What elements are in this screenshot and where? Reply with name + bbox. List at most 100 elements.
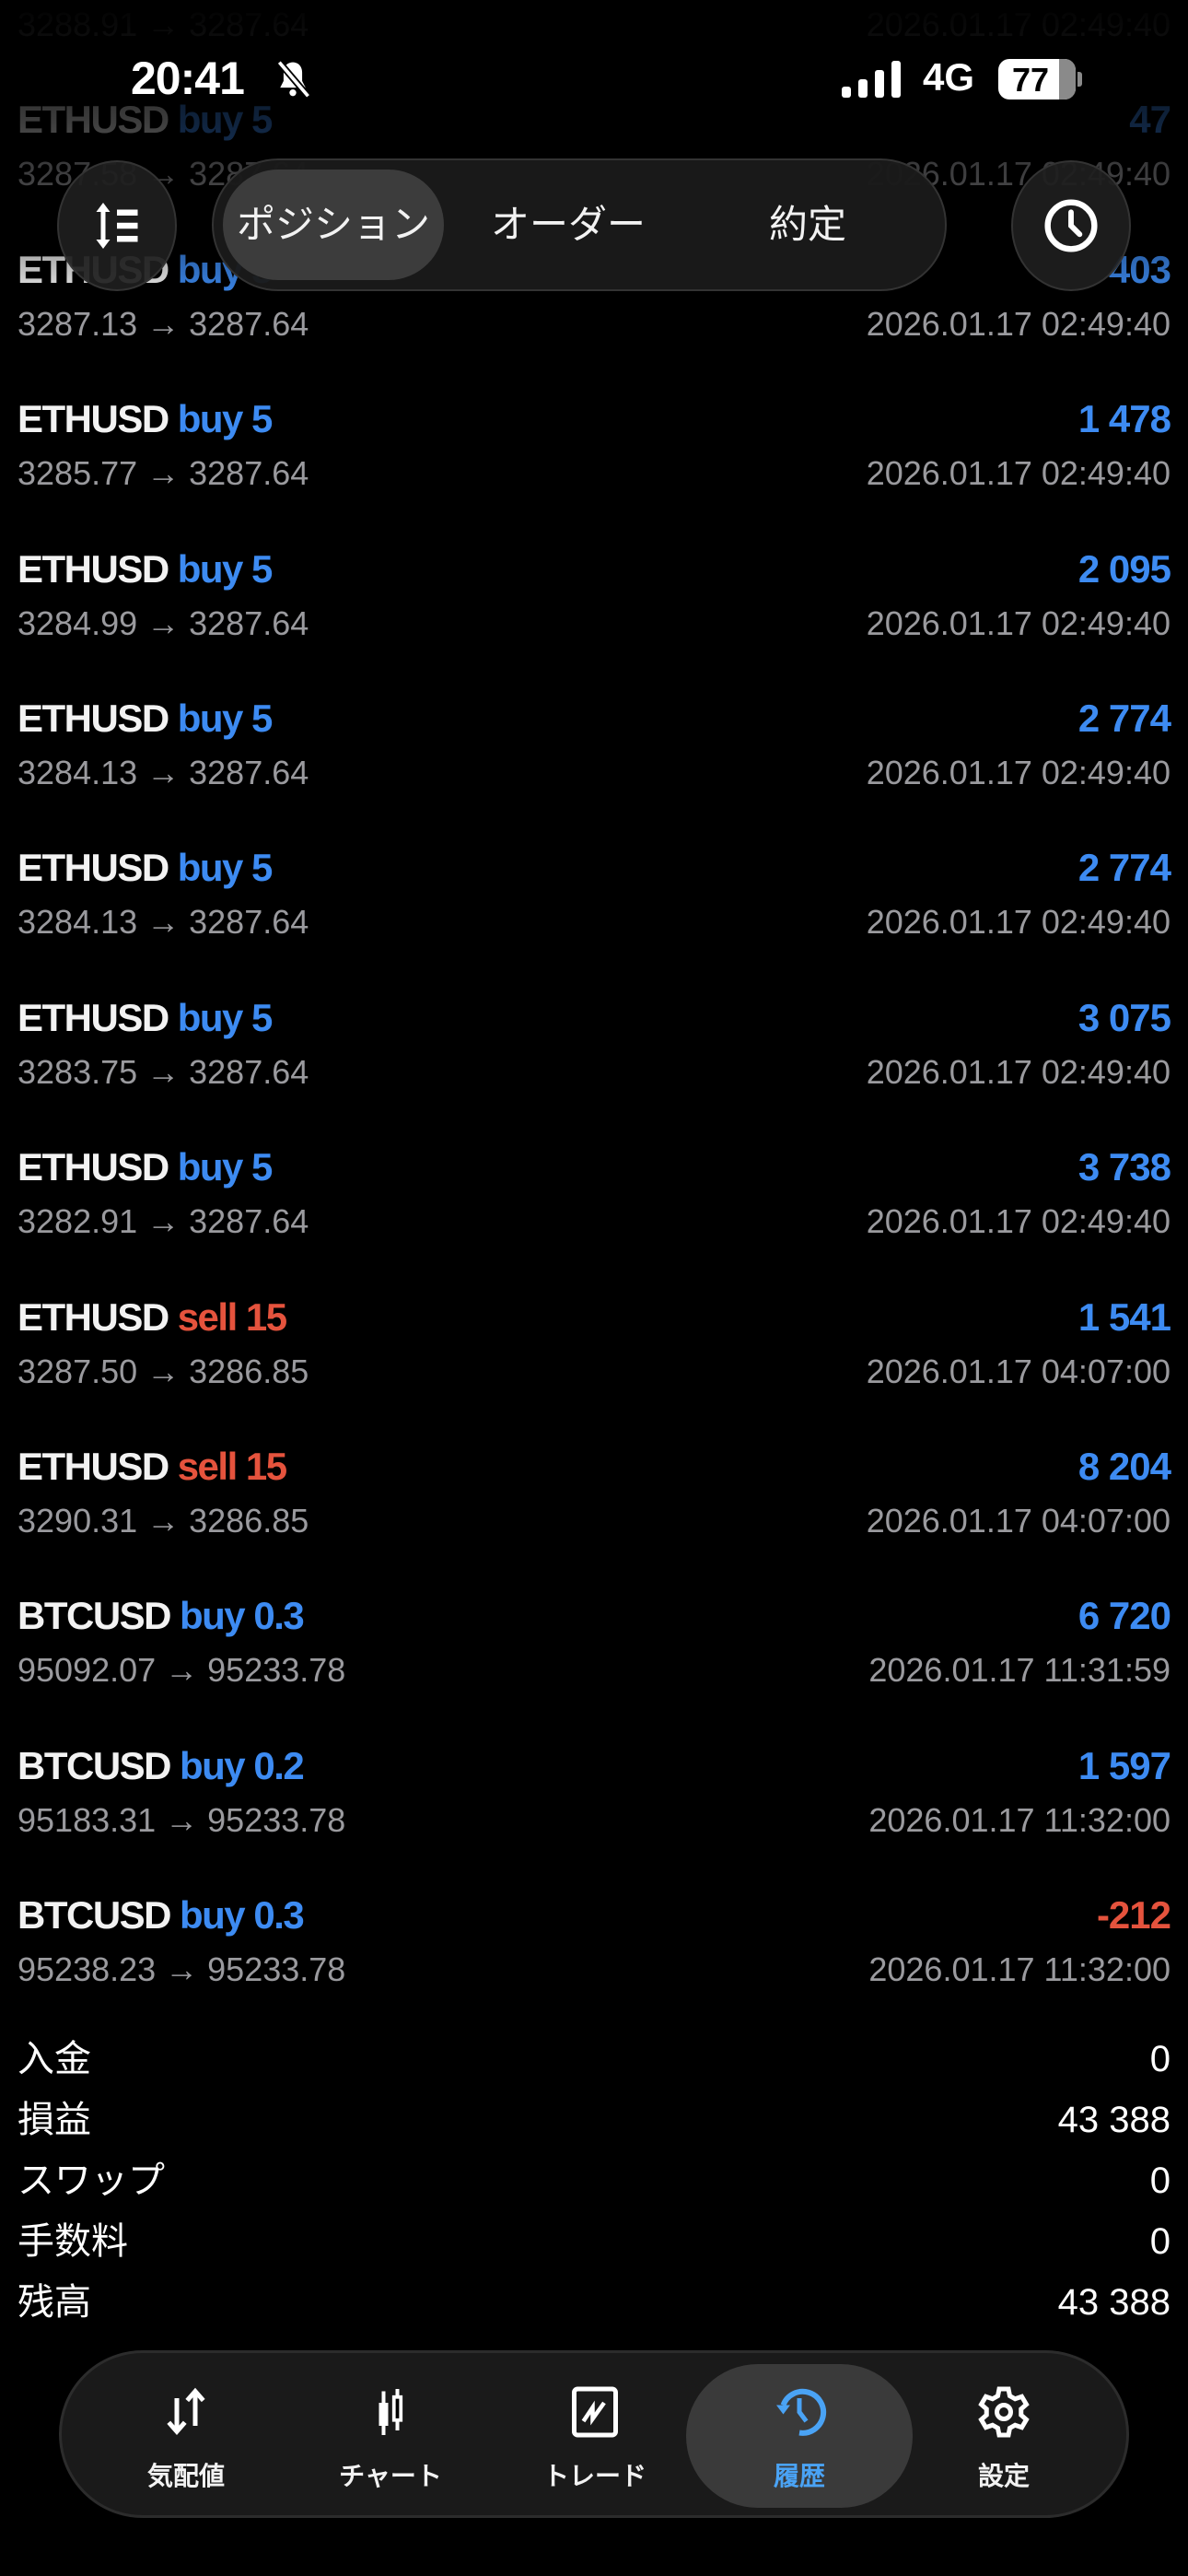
deal-side-volume: buy 5 [177, 846, 274, 890]
battery-level: 77 [1011, 61, 1050, 99]
deal-prices: 3282.91 → 3287.64 [17, 1202, 309, 1241]
deal-title: ETHUSD sell 15 [17, 1294, 287, 1341]
nav-quotes[interactable]: 気配値 [73, 2364, 299, 2508]
deal-profit: 8 204 [1077, 1445, 1171, 1488]
bottom-tab-bar: 気配値 チャート トレード 履歴 設定 [59, 2350, 1129, 2518]
deal-date: 2026.01.17 02:49:40 [866, 1202, 1171, 1241]
period-button[interactable] [1011, 160, 1131, 291]
deal-symbol: ETHUSD [17, 397, 169, 441]
history-icon [776, 2388, 827, 2436]
summary-label: 手数料 [17, 2221, 128, 2262]
deal-prices: 3285.77 → 3287.64 [17, 454, 309, 493]
deal-date: 2026.01.17 04:07:00 [866, 1352, 1171, 1390]
summary-label: 損益 [17, 2100, 91, 2140]
sort-button[interactable] [57, 160, 177, 291]
deal-date: 2026.01.17 02:49:40 [866, 603, 1171, 642]
deal-side-volume: buy 5 [177, 546, 274, 591]
deal-prices: 3287.50 → 3286.85 [17, 1352, 309, 1390]
deal-side-volume: buy 5 [177, 397, 274, 441]
battery-tip [1077, 72, 1082, 87]
deal-date: 2026.01.17 02:49:40 [866, 454, 1171, 493]
deal-profit: 2 095 [1077, 546, 1171, 591]
status-bar: 20:41 4G 77 [0, 52, 1188, 107]
deal-profit: 2 774 [1077, 697, 1171, 740]
deal-profit: 1 478 [1077, 397, 1171, 441]
deal-prices: 3284.13 → 3287.64 [17, 903, 309, 942]
nav-label: チャート [339, 2462, 442, 2490]
tab-deals[interactable]: 約定 [768, 203, 846, 246]
deal-title: BTCUSD buy 0.3 [17, 1593, 305, 1639]
summary-value: 0 [1149, 2039, 1171, 2079]
trade-chart-icon [572, 2386, 618, 2438]
deal-row[interactable]: ETHUSD buy 5 1 478 3285.77 → 3287.64 2026.01… [0, 396, 1188, 545]
nav-trade[interactable]: トレード [482, 2364, 708, 2508]
deal-symbol: ETHUSD [17, 846, 169, 890]
summary-row: 手数料 0 [0, 2214, 1188, 2269]
deal-prices: 95183.31 → 95233.78 [17, 1800, 346, 1839]
gear-icon [978, 2386, 1030, 2438]
deal-row[interactable]: ETHUSD buy 5 2 774 3284.13 → 3287.64 2026.01… [0, 845, 1188, 994]
signal-icon [842, 61, 901, 98]
nav-chart[interactable]: チャート [277, 2364, 504, 2508]
deal-row[interactable]: BTCUSD buy 0.3 -212 95238.23 → 95233.78 2026… [0, 1892, 1188, 2042]
deal-date: 2026.01.17 02:49:40 [866, 1052, 1171, 1091]
deal-prices: 3284.13 → 3287.64 [17, 754, 309, 791]
summary-value: 0 [1149, 2221, 1171, 2262]
network-type: 4G [923, 55, 975, 99]
deal-date: 2026.01.17 11:32:00 [868, 1950, 1171, 1989]
deal-prices: 95238.23 → 95233.78 [17, 1950, 346, 1989]
deal-row[interactable]: ETHUSD buy 5 3 738 3282.91 → 3287.64 2026.01… [0, 1144, 1188, 1294]
deal-symbol: ETHUSD [17, 995, 169, 1039]
deal-title: ETHUSD sell 15 [17, 1444, 287, 1490]
deal-prices: 3284.99 → 3287.64 [17, 603, 309, 642]
summary-label: 入金 [17, 2039, 91, 2079]
deal-profit: -212 [1096, 1893, 1171, 1938]
deal-prices: 95092.07 → 95233.78 [17, 1651, 346, 1690]
deal-row[interactable]: BTCUSD buy 0.2 1 597 95183.31 → 95233.78 202… [0, 1743, 1188, 1892]
deal-profit: 2 774 [1077, 846, 1171, 890]
deal-title: BTCUSD buy 0.2 [17, 1743, 305, 1789]
tab-orders[interactable]: オーダー [490, 203, 646, 246]
deal-row[interactable]: BTCUSD buy 0.3 6 720 95092.07 → 95233.78 202… [0, 1593, 1188, 1742]
nav-label: 気配値 [146, 2462, 225, 2490]
tab-positions[interactable]: ポジション [223, 170, 444, 280]
deal-date: 2026.01.17 11:32:00 [868, 1800, 1171, 1839]
summary-value: 0 [1149, 2160, 1171, 2201]
deal-symbol: BTCUSD [17, 1893, 172, 1938]
summary-value: 43 388 [1057, 2100, 1171, 2140]
nav-settings[interactable]: 設定 [891, 2364, 1117, 2508]
summary-label: スワップ [17, 2160, 165, 2201]
deal-date: 2026.01.17 02:49:40 [866, 304, 1171, 343]
deal-date: 2026.01.17 04:07:00 [866, 1502, 1171, 1540]
nav-label: トレード [542, 2462, 646, 2490]
sort-icon [96, 203, 138, 249]
deal-row[interactable]: ETHUSD buy 5 2 774 3284.13 → 3287.64 2026.01… [0, 696, 1188, 845]
deal-profit: 1 597 [1077, 1743, 1171, 1787]
nav-history[interactable]: 履歴 [686, 2364, 913, 2508]
clock-icon [1044, 199, 1098, 252]
deal-side-volume: buy 0.3 [180, 1893, 305, 1938]
deal-profit: 1 541 [1077, 1294, 1171, 1339]
status-time: 20:41 [131, 53, 245, 104]
deal-row[interactable]: ETHUSD sell 15 1 541 3287.50 → 3286.85 2026.… [0, 1294, 1188, 1444]
summary-row: 入金 0 [0, 2032, 1188, 2087]
nav-label: 履歴 [773, 2462, 825, 2490]
deal-symbol: ETHUSD [17, 1445, 169, 1488]
deal-profit: 3 738 [1077, 1145, 1171, 1189]
deal-row[interactable]: ETHUSD buy 5 2 095 3284.99 → 3287.64 2026.01… [0, 546, 1188, 696]
deal-side-volume: buy 5 [177, 995, 274, 1039]
deal-side-volume: buy 5 [177, 697, 274, 740]
deal-side-volume: buy 0.2 [180, 1743, 305, 1787]
candlestick-icon [379, 2389, 403, 2435]
deal-symbol: BTCUSD [17, 1743, 172, 1787]
summary-row: スワップ 0 [0, 2153, 1188, 2208]
deal-date: 2026.01.17 11:31:59 [868, 1651, 1171, 1690]
deal-row[interactable]: ETHUSD buy 5 3 075 3283.75 → 3287.64 2026.01… [0, 995, 1188, 1144]
deal-date: 2026.01.17 02:49:40 [866, 754, 1171, 791]
deal-row[interactable]: ETHUSD sell 15 8 204 3290.31 → 3286.85 2026.… [0, 1444, 1188, 1593]
top-segmented-control: ポジション オーダー 約定 [212, 158, 947, 291]
summary-row: 損益 43 388 [0, 2092, 1188, 2148]
